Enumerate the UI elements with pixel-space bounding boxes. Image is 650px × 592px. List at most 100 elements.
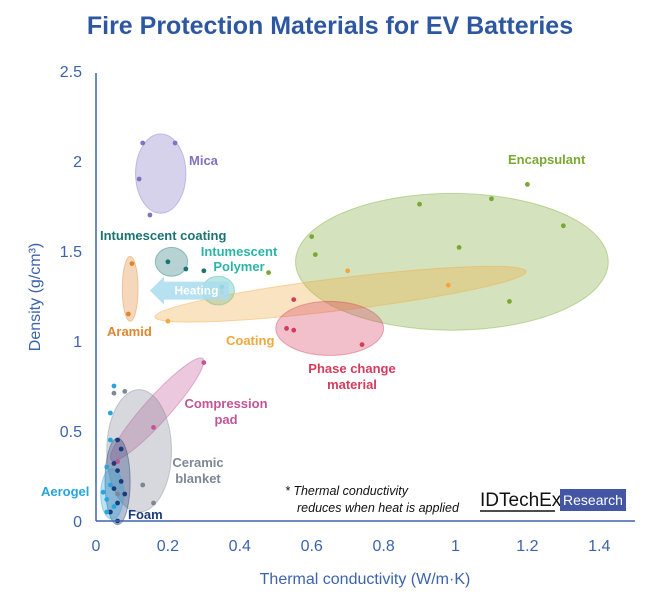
point-coating-0	[165, 318, 171, 324]
point-ceramic-blanket-2	[140, 482, 146, 488]
point-aerogel-5	[104, 497, 110, 502]
label-intumescent-line-1: Intumescent	[201, 244, 278, 259]
brand-logo: IDTechEx Research	[480, 489, 626, 512]
point-aerogel-4	[107, 482, 113, 488]
note-line-1: * Thermal conductivity	[285, 484, 409, 498]
point-aerogel-1	[107, 410, 113, 416]
point-aerogel-8	[104, 509, 110, 515]
point-foam-0	[115, 437, 120, 443]
x-tick-label: 0.6	[301, 538, 323, 555]
label-mica: Mica	[189, 153, 219, 168]
y-tick-label: 1.5	[60, 244, 82, 261]
brand-badge	[560, 489, 626, 511]
label-polymer-line-2: Polymer	[213, 259, 264, 274]
point-phase-change-material-3	[359, 342, 365, 347]
point-intumescent-coating-2	[201, 268, 207, 274]
point-foam-5	[122, 491, 128, 497]
label-encapsulant: Encapsulant	[508, 152, 586, 167]
point-coating-1	[345, 268, 351, 274]
x-tick-label: 1	[451, 538, 460, 555]
label-blanket-line-2: blanket	[175, 471, 221, 486]
point-foam-1	[111, 461, 117, 466]
ellipse-phase-change-material	[275, 300, 385, 356]
y-tick-label: 2.5	[60, 64, 82, 81]
label-coating: Coating	[226, 333, 274, 348]
point-compression-pad-1	[151, 425, 156, 430]
label-intumescent-coating: Intumescent coating	[100, 228, 226, 243]
y-tick-labels: 0 0.5 1 1.5 2 2.5	[60, 64, 82, 531]
label-foam: Foam	[128, 507, 163, 522]
x-tick-label: 1.2	[516, 538, 538, 555]
footnote: * Thermal conductivity reduces when heat…	[285, 484, 460, 515]
point-coating-2	[445, 282, 451, 288]
point-aerogel-6	[111, 504, 117, 509]
label-phase-change-line-1: Phase change	[308, 361, 395, 376]
point-ceramic-blanket-4	[115, 491, 120, 497]
x-tick-label: 0.8	[372, 538, 394, 555]
heating-arrow-label: Heating	[174, 284, 218, 298]
point-mica-3	[136, 176, 142, 182]
brand-badge-text: Research	[563, 492, 623, 508]
ellipse-aramid	[121, 255, 139, 322]
x-tick-label: 0	[92, 538, 101, 555]
point-mica-0	[140, 140, 146, 146]
point-phase-change-material-0	[291, 297, 297, 302]
group-labels: Mica Encapsulant Intumescent coating Int…	[41, 152, 586, 522]
label-material-line-2: material	[327, 377, 377, 392]
point-foam-3	[118, 479, 124, 484]
point-compression-pad-2	[115, 459, 120, 464]
point-encapsulant-3	[417, 201, 422, 207]
point-encapsulant-8	[507, 299, 512, 304]
point-ceramic-blanket-0	[111, 390, 117, 396]
point-ceramic-blanket-3	[151, 500, 156, 506]
label-phase-change-material: Phase change material	[308, 361, 395, 392]
x-tick-labels: 0 0.2 0.4 0.6 0.8 1 1.2 1.4	[92, 538, 611, 555]
point-foam-4	[111, 486, 117, 491]
point-encapsulant-0	[266, 270, 271, 275]
y-tick-label: 2	[73, 154, 82, 171]
point-phase-change-material-1	[284, 326, 289, 331]
point-aramid-0	[129, 261, 135, 266]
label-pad-line-2: pad	[214, 412, 237, 427]
point-encapsulant-7	[560, 223, 566, 229]
point-aramid-1	[125, 311, 131, 317]
label-compression-pad: Compression pad	[184, 396, 267, 427]
point-encapsulant-1	[309, 234, 315, 240]
ellipse-coating	[154, 265, 527, 323]
ellipse-compression-pad	[109, 357, 205, 462]
label-ceramic-blanket: Ceramic blanket	[172, 455, 223, 486]
ellipse-intumescent-coating	[154, 246, 189, 277]
point-mica-1	[172, 140, 178, 146]
x-tick-label: 0.4	[229, 538, 251, 555]
chart-title: Fire Protection Materials for EV Batteri…	[87, 12, 573, 40]
point-aerogel-2	[107, 437, 113, 443]
point-mica-2	[147, 212, 153, 218]
point-aerogel-0	[111, 383, 117, 389]
x-tick-label: 0.2	[157, 538, 179, 555]
label-ceramic-line-1: Ceramic	[172, 455, 223, 470]
y-tick-label: 0.5	[60, 424, 82, 441]
point-phase-change-material-2	[291, 327, 297, 333]
point-intumescent-coating-1	[183, 266, 189, 272]
point-compression-pad-0	[201, 360, 207, 365]
point-foam-7	[107, 509, 113, 515]
label-aramid: Aramid	[107, 324, 152, 339]
point-foam-9	[118, 446, 124, 452]
ellipse-encapsulant	[295, 192, 609, 331]
group-ellipses	[100, 133, 609, 526]
brand-name: IDTechEx	[480, 490, 562, 511]
y-axis-label: Density (g/cm³)	[27, 243, 44, 351]
point-ceramic-blanket-1	[122, 389, 128, 394]
point-aerogel-3	[104, 464, 110, 470]
y-tick-label: 0	[73, 514, 82, 531]
axes	[95, 73, 635, 522]
heating-arrow-shape	[149, 276, 230, 305]
note-line-2: reduces when heat is applied	[297, 501, 460, 515]
point-intumescent-coating-0	[165, 259, 171, 265]
point-encapsulant-2	[312, 252, 318, 257]
point-aerogel-7	[100, 489, 106, 495]
heating-arrow: Heating	[149, 276, 230, 305]
label-compression-line-1: Compression	[184, 396, 267, 411]
x-tick-label: 1.4	[588, 538, 610, 555]
